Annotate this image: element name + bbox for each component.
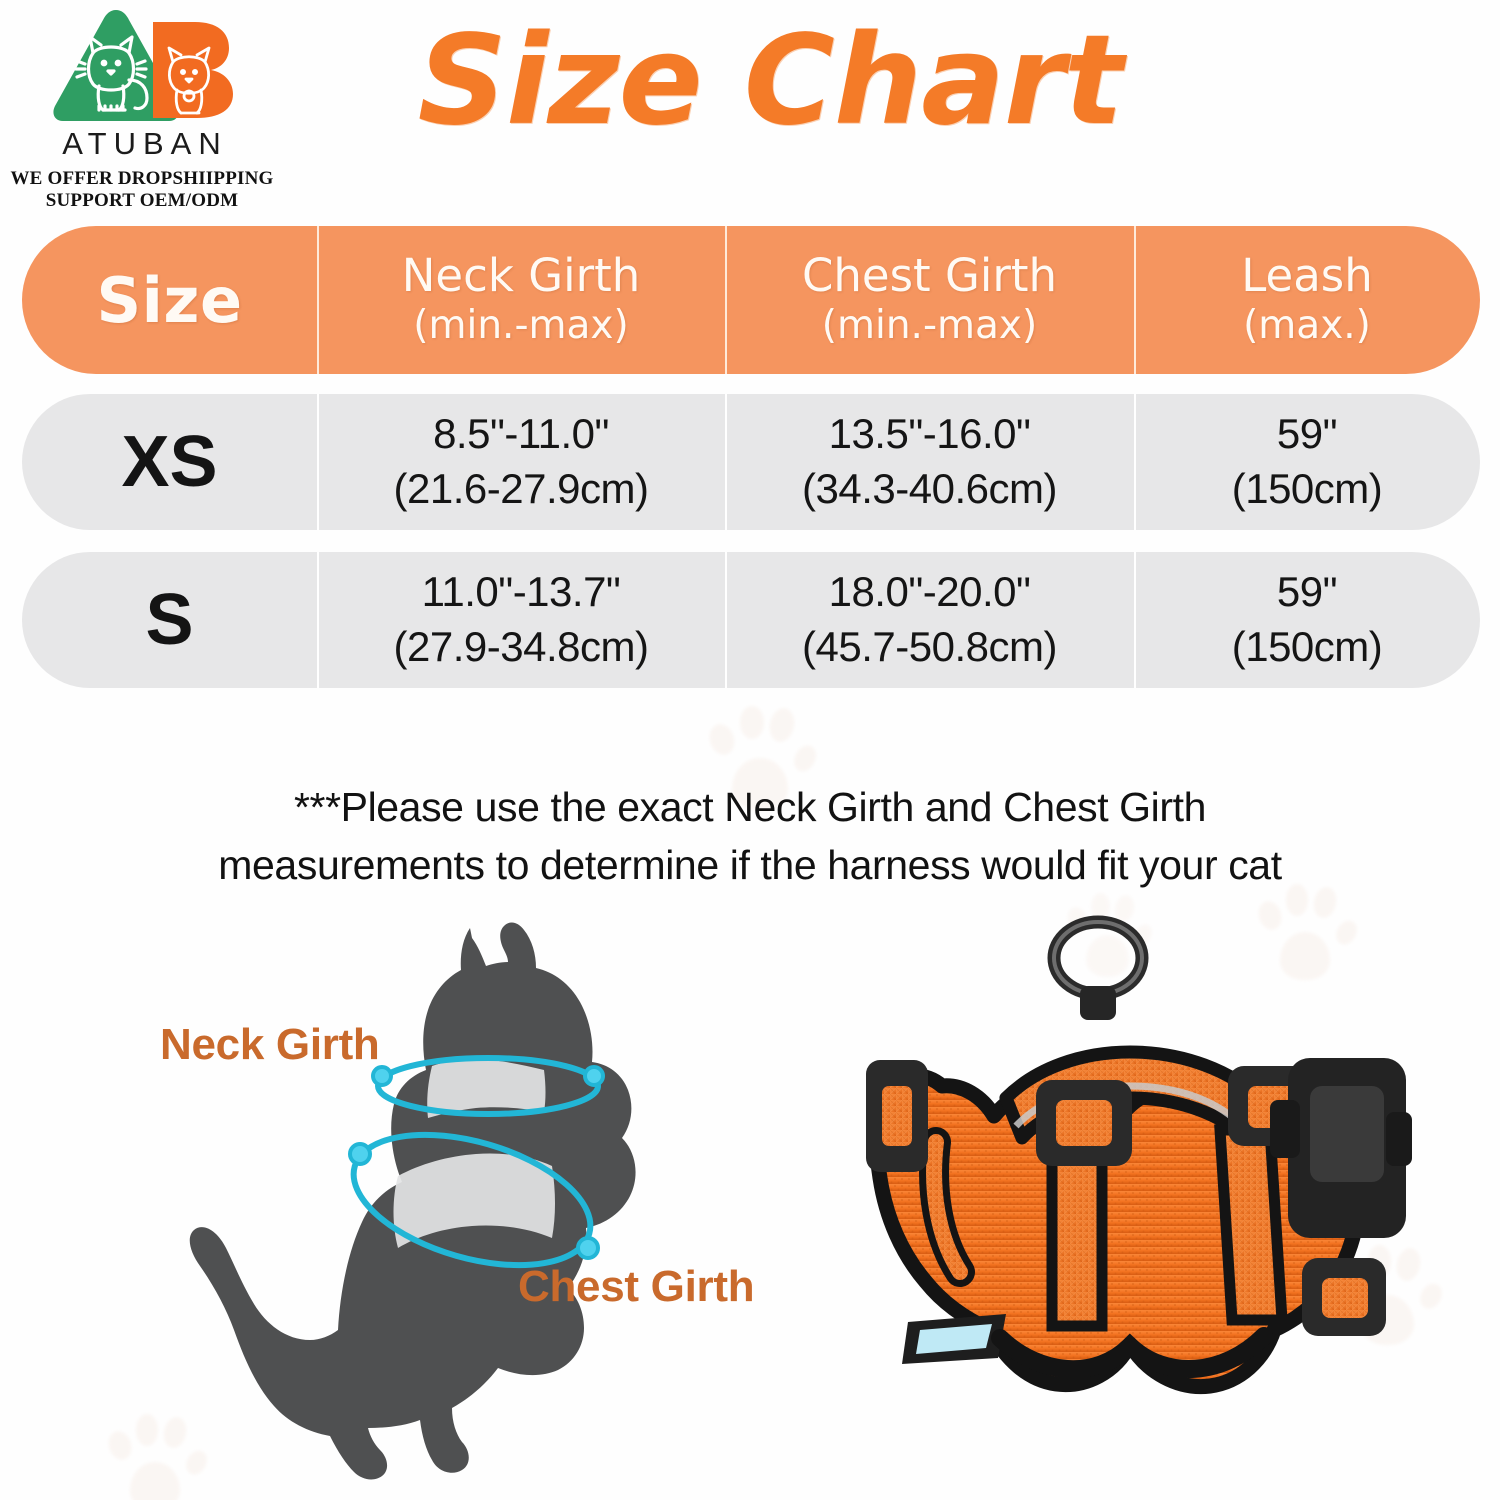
cell-neck: 8.5"-11.0" (21.6-27.9cm) — [317, 394, 725, 530]
quick-release-buckle-icon — [1270, 1058, 1412, 1238]
tagline-line-2: SUPPORT OEM/ODM — [45, 190, 239, 212]
d-ring-icon — [1047, 915, 1149, 1020]
cell-neck: 11.0"-13.7" (27.9-34.8cm) — [317, 552, 725, 688]
slider-buckle-icon — [1302, 1258, 1386, 1336]
page-title: Size Chart — [417, 9, 1124, 153]
leash-cm: (150cm) — [1231, 623, 1383, 670]
header-leash-sublabel: (max.) — [1243, 303, 1371, 348]
table-row: XS 8.5"-11.0" (21.6-27.9cm) 13.5"-16.0" … — [22, 394, 1480, 530]
header-chest-sublabel: (min.-max) — [821, 303, 1038, 348]
neck-cm: (27.9-34.8cm) — [393, 623, 649, 670]
header-neck-label: Neck Girth — [401, 249, 641, 303]
header-cell-neck: Neck Girth (min.-max) — [317, 226, 725, 374]
size-chart-table: Size Neck Girth (min.-max) Chest Girth (… — [22, 226, 1480, 710]
illustration-area: Neck Girth Chest Girth — [0, 900, 1500, 1500]
cell-size: S — [22, 552, 317, 688]
neck-inches: 8.5"-11.0" — [433, 410, 609, 458]
slider-buckle-icon — [1036, 1080, 1132, 1166]
header-leash-label: Leash — [1241, 249, 1373, 303]
size-value: XS — [121, 422, 218, 502]
cell-chest: 13.5"-16.0" (34.3-40.6cm) — [725, 394, 1134, 530]
header-size-label: Size — [96, 263, 243, 337]
tagline-line-1: WE OFFER DROPSHIIPPING — [10, 168, 274, 189]
size-value: S — [145, 580, 194, 660]
neck-girth-label: Neck Girth — [160, 1020, 380, 1069]
ring-node — [371, 1065, 393, 1087]
chest-cm: (34.3-40.6cm) — [802, 465, 1057, 512]
cell-size: XS — [22, 394, 317, 530]
cat-harness-product-icon — [866, 915, 1412, 1395]
header-cell-size: Size — [22, 226, 317, 374]
ring-node — [583, 1065, 605, 1087]
leash-inches: 59" — [1276, 410, 1338, 458]
brand-tagline: WE OFFER DROPSHIIPPING SUPPORT OEM/ODM — [8, 168, 276, 213]
chest-inches: 18.0"-20.0" — [828, 568, 1031, 616]
note-line-1: ***Please use the exact Neck Girth and C… — [293, 784, 1207, 830]
brand-name: ATUBAN — [62, 126, 228, 161]
table-row: S 11.0"-13.7" (27.9-34.8cm) 18.0"-20.0" … — [22, 552, 1480, 688]
cell-leash: 59" (150cm) — [1134, 552, 1480, 688]
handle-loop — [919, 1127, 975, 1287]
chest-girth-label: Chest Girth — [518, 1262, 755, 1311]
measurement-note: ***Please use the exact Neck Girth and C… — [150, 778, 1350, 894]
cat-silhouette-icon — [189, 922, 636, 1480]
leash-cm: (150cm) — [1231, 465, 1383, 512]
chest-inches: 13.5"-16.0" — [828, 410, 1031, 458]
chest-cm: (45.7-50.8cm) — [802, 623, 1057, 670]
note-line-2: measurements to determine if the harness… — [218, 842, 1282, 889]
cell-chest: 18.0"-20.0" (45.7-50.8cm) — [725, 552, 1134, 688]
neck-inches: 11.0"-13.7" — [421, 568, 621, 616]
brand-logo-block: ATUBAN WE OFFER DROPSHIIPPING SUPPORT OE… — [8, 6, 276, 213]
measuring-ring-chest — [350, 1131, 594, 1269]
ring-node — [576, 1236, 600, 1260]
ring-node — [348, 1142, 372, 1166]
header-cell-chest: Chest Girth (min.-max) — [725, 226, 1134, 374]
cell-leash: 59" (150cm) — [1134, 394, 1480, 530]
header-cell-leash: Leash (max.) — [1134, 226, 1480, 374]
table-header-row: Size Neck Girth (min.-max) Chest Girth (… — [22, 226, 1480, 374]
leash-inches: 59" — [1276, 568, 1338, 616]
neck-cm: (21.6-27.9cm) — [393, 465, 649, 512]
header-neck-sublabel: (min.-max) — [413, 303, 629, 348]
header-chest-label: Chest Girth — [801, 249, 1058, 303]
atuban-logo-icon — [47, 6, 237, 124]
slider-buckle-icon — [866, 1060, 928, 1172]
reflective-light-icon — [902, 1314, 1006, 1364]
